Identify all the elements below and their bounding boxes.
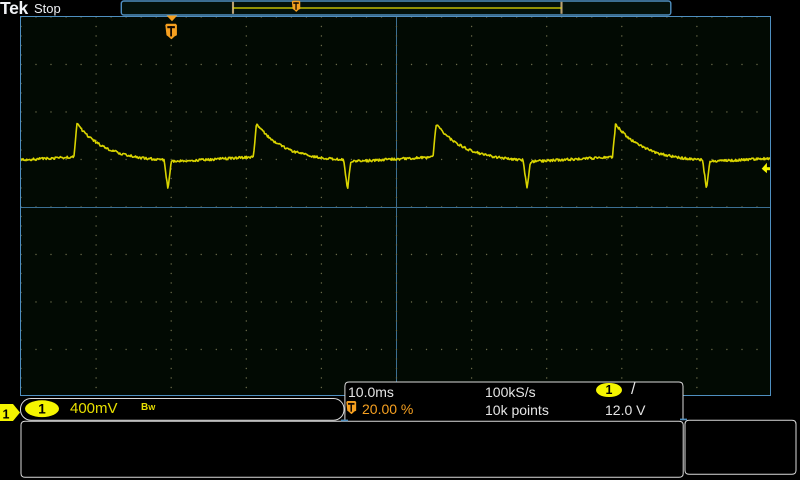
svg-text:1: 1: [3, 407, 10, 421]
svg-text:1: 1: [38, 401, 46, 416]
